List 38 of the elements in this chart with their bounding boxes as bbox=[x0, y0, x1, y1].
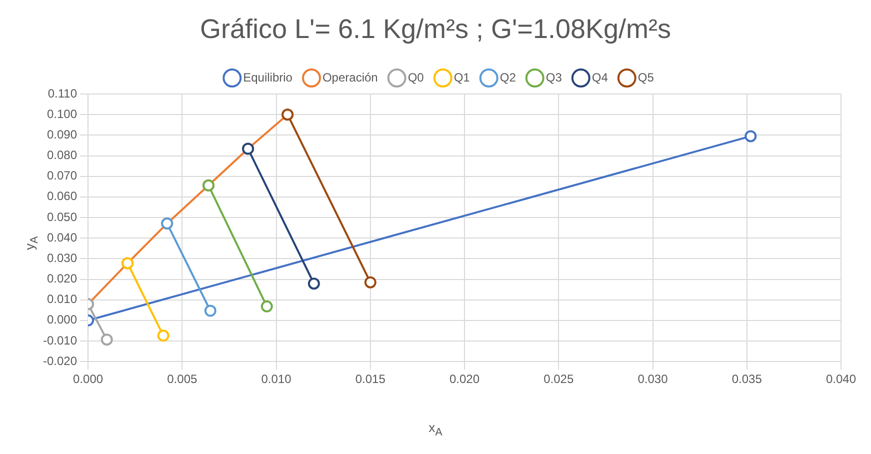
y-tick-label: 0.100 bbox=[46, 106, 78, 121]
y-tick-label: 0.020 bbox=[46, 272, 78, 286]
x-tick-label: 0.040 bbox=[826, 372, 856, 386]
y-tick-label: 0.090 bbox=[46, 127, 78, 142]
legend-label: Equilibrio bbox=[243, 70, 293, 84]
x-tick-label: 0.035 bbox=[732, 372, 762, 386]
x-axis-title: x$_{A}$ bbox=[428, 420, 444, 439]
x-tick-label: 0.030 bbox=[638, 372, 668, 386]
x-tick-label: 0.000 bbox=[73, 372, 104, 386]
point bbox=[260, 300, 273, 312]
y-tick-label: 0.070 bbox=[46, 168, 78, 183]
y-tick-label: 0.110 bbox=[48, 86, 78, 100]
x-tick-label: 0.025 bbox=[544, 372, 574, 386]
chart-title: Gráfico L'= 6.1 Kg/m²s ; G'=1.08Kg/m²s bbox=[199, 14, 672, 45]
point bbox=[204, 304, 216, 317]
y-tick-label: 0.010 bbox=[46, 292, 78, 306]
legend-label: Q3 bbox=[546, 70, 562, 84]
y-tick-label: 0.080 bbox=[46, 148, 78, 162]
x-tick-label: 0.010 bbox=[261, 372, 292, 386]
y-tick-label: 0.000 bbox=[46, 312, 78, 327]
point bbox=[157, 330, 170, 342]
legend-label: Operación bbox=[322, 70, 378, 84]
point bbox=[364, 276, 376, 288]
y-tick-label: 0.050 bbox=[46, 210, 78, 224]
legend-label: Q0 bbox=[408, 70, 424, 84]
x-tick-label: 0.005 bbox=[167, 372, 198, 386]
y-tick-label: 0.040 bbox=[46, 230, 78, 244]
legend-label: Q5 bbox=[638, 70, 654, 84]
x-tick-label: 0.015 bbox=[355, 372, 386, 386]
y-tick-label: 0.060 bbox=[46, 189, 78, 204]
point bbox=[308, 278, 320, 290]
x-tick-label: 0.020 bbox=[449, 372, 480, 386]
legend-label: Q2 bbox=[500, 70, 516, 84]
y-tick-label: 0.030 bbox=[46, 250, 78, 265]
y-tick-label: -0.020 bbox=[42, 354, 78, 368]
legend-label: Q1 bbox=[454, 70, 470, 84]
y-tick-label: -0.010 bbox=[42, 333, 78, 348]
legend-label: Q4 bbox=[592, 70, 608, 84]
